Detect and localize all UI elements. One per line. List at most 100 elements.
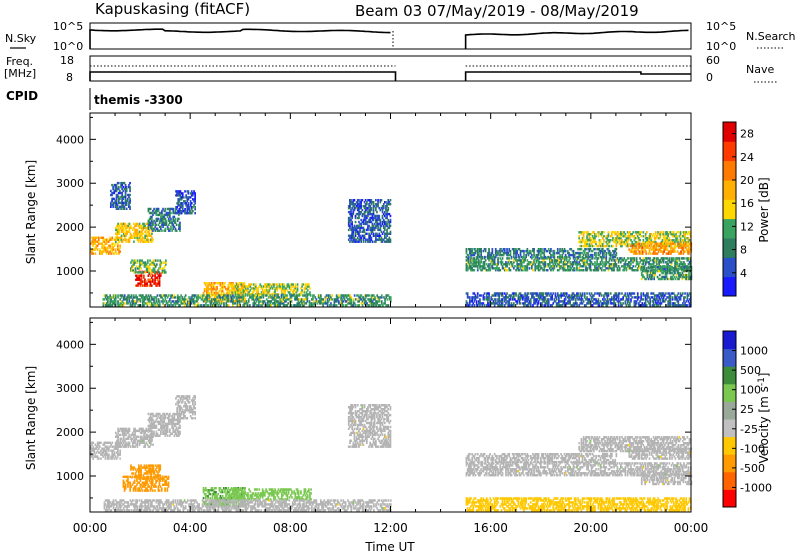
power-scatter-cell bbox=[304, 285, 307, 288]
power-scatter-cell bbox=[633, 292, 636, 295]
power-scatter-cell bbox=[579, 231, 582, 234]
power-scatter-cell bbox=[532, 261, 534, 264]
power-scatter-cell bbox=[289, 296, 292, 299]
power-scatter-cell bbox=[618, 259, 621, 262]
power-scatter-cell bbox=[137, 224, 140, 228]
power-scatter-cell bbox=[382, 205, 385, 208]
power-scatter-cell bbox=[277, 304, 279, 307]
power-scatter-cell bbox=[388, 240, 391, 243]
power-scatter-cell bbox=[666, 257, 668, 260]
power-scatter-cell bbox=[159, 259, 162, 262]
power-scatter-cell bbox=[152, 280, 154, 283]
power-scatter-cell bbox=[543, 296, 546, 299]
power-scatter-cell bbox=[193, 192, 195, 195]
power-scatter-cell bbox=[240, 296, 242, 299]
power-scatter-cell bbox=[597, 298, 600, 301]
power-scatter-cell bbox=[187, 298, 189, 301]
power-scatter-cell bbox=[387, 238, 390, 241]
power-scatter-cell bbox=[653, 298, 656, 301]
power-scatter-cell bbox=[497, 298, 499, 301]
power-scatter-cell bbox=[225, 296, 228, 299]
power-scatter-cell bbox=[493, 292, 496, 295]
power-scatter-cell bbox=[656, 302, 658, 305]
power-scatter-cell bbox=[179, 221, 181, 224]
power-scatter-cell bbox=[113, 298, 116, 301]
power-scatter-cell bbox=[152, 263, 155, 266]
power-scatter-cell bbox=[178, 200, 181, 203]
power-scatter-cell bbox=[276, 283, 279, 286]
power-scatter-cell bbox=[290, 283, 292, 286]
power-scatter-cell bbox=[143, 276, 145, 279]
power-scatter-cell bbox=[511, 298, 514, 301]
power-scatter-cell bbox=[185, 194, 187, 197]
power-scatter-cell bbox=[172, 227, 175, 230]
power-scatter-cell bbox=[359, 236, 361, 239]
power-scatter-cell bbox=[232, 289, 235, 292]
power-scatter-cell bbox=[219, 282, 222, 285]
power-scatter-cell bbox=[167, 294, 170, 297]
power-scatter-cell bbox=[568, 300, 570, 303]
power-scatter-cell bbox=[357, 294, 359, 297]
power-scatter-cell bbox=[590, 304, 593, 307]
power-scatter-cell bbox=[611, 298, 613, 301]
power-scatter-cell bbox=[546, 255, 549, 259]
power-scatter-cell bbox=[193, 200, 195, 203]
power-scatter-cell bbox=[567, 296, 569, 299]
power-scatter-cell bbox=[622, 259, 624, 262]
power-scatter-cell bbox=[492, 294, 495, 297]
power-scatter-cell bbox=[587, 253, 589, 257]
power-scatter-cell bbox=[151, 219, 153, 223]
power-scatter-cell bbox=[494, 300, 497, 303]
power-scatter-cell bbox=[368, 236, 370, 239]
power-scatter-cell bbox=[522, 259, 524, 262]
power-scatter-cell bbox=[115, 203, 118, 206]
power-scatter-cell bbox=[286, 296, 288, 299]
power-scatter-cell bbox=[644, 302, 647, 305]
power-scatter-cell bbox=[662, 259, 665, 262]
power-scatter-cell bbox=[546, 304, 549, 307]
power-scatter-cell bbox=[290, 304, 293, 307]
power-scatter-cell bbox=[283, 291, 285, 294]
power-scatter-cell bbox=[124, 187, 127, 191]
power-scatter-cell bbox=[379, 234, 382, 237]
power-scatter-cell bbox=[622, 302, 624, 305]
power-scatter-cell bbox=[510, 302, 513, 305]
power-scatter-cell bbox=[640, 259, 642, 262]
power-scatter-cell bbox=[176, 219, 179, 223]
power-scatter-cell bbox=[379, 220, 382, 224]
power-scatter-cell bbox=[603, 300, 605, 303]
power-scatter-cell bbox=[360, 201, 362, 204]
power-scatter-cell bbox=[645, 294, 648, 297]
power-scatter-cell bbox=[111, 250, 114, 253]
power-scatter-cell bbox=[141, 271, 143, 274]
power-scatter-cell bbox=[585, 244, 587, 248]
power-scatter-cell bbox=[361, 234, 364, 237]
power-scatter-cell bbox=[231, 283, 234, 286]
power-scatter-cell bbox=[138, 224, 141, 228]
power-scatter-cell bbox=[629, 242, 631, 246]
power-scatter-cell bbox=[618, 237, 621, 240]
power-scatter-cell bbox=[481, 302, 484, 305]
power-scatter-cell bbox=[145, 302, 147, 305]
power-scatter-cell bbox=[355, 224, 358, 228]
power-scatter-cell bbox=[618, 267, 621, 270]
power-scatter-cell bbox=[247, 291, 249, 294]
power-scatter-cell bbox=[626, 237, 629, 240]
power-scatter-cell bbox=[130, 300, 133, 303]
power-scatter-cell bbox=[150, 263, 153, 266]
power-scatter-cell bbox=[145, 296, 147, 299]
power-scatter-cell bbox=[129, 224, 132, 228]
beam-date-title: Beam 03 07/May/2019 - 08/May/2019 bbox=[355, 2, 639, 20]
power-scatter-cell bbox=[141, 228, 143, 232]
power-scatter-cell bbox=[146, 238, 149, 241]
power-scatter-cell bbox=[384, 222, 386, 226]
power-scatter-cell bbox=[686, 259, 689, 262]
power-scatter-cell bbox=[543, 253, 546, 257]
power-scatter-cell bbox=[145, 280, 147, 283]
power-scatter-cell bbox=[529, 300, 532, 303]
power-scatter-cell bbox=[350, 296, 353, 299]
power-scatter-cell bbox=[350, 234, 352, 237]
power-scatter-cell bbox=[362, 236, 365, 239]
power-scatter-cell bbox=[579, 265, 582, 268]
power-scatter-cell bbox=[688, 304, 691, 307]
